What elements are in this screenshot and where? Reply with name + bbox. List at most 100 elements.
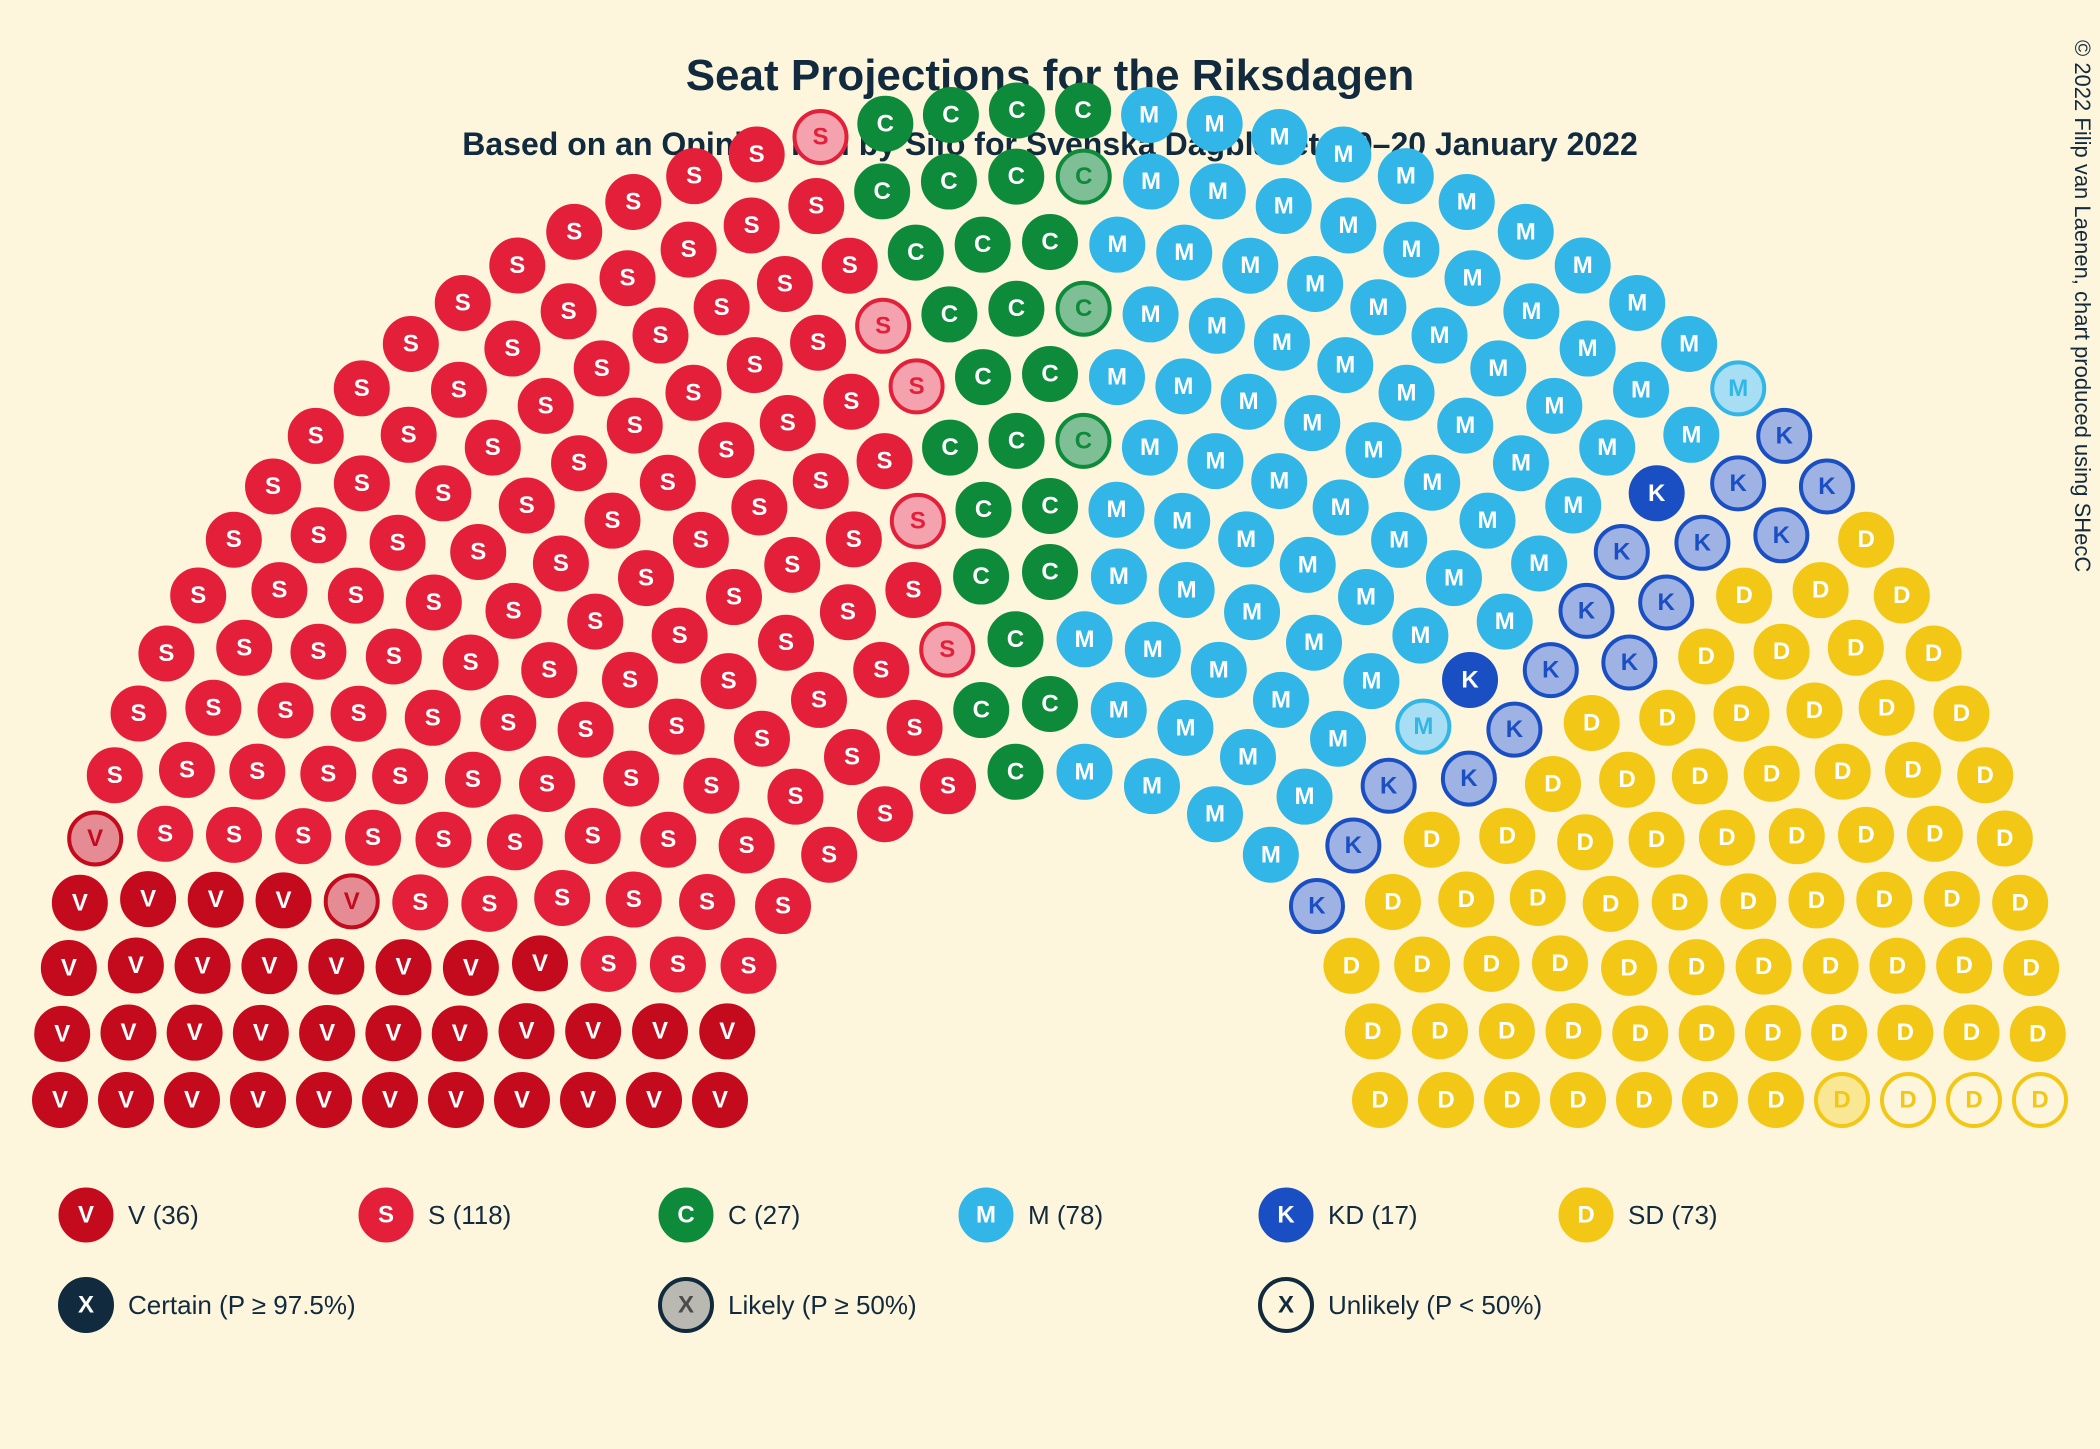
seat-letter: M (1207, 312, 1227, 339)
seat-S: S (347, 812, 399, 864)
seat-letter: V (61, 955, 77, 982)
seat-letter: D (1569, 1087, 1586, 1114)
seat-S: S (795, 455, 847, 507)
seat-S: S (675, 514, 727, 566)
seat-M: M (1123, 89, 1175, 141)
seat-letter: D (1364, 1018, 1381, 1045)
seat-letter: M (1143, 636, 1163, 663)
seat-SD: D (1481, 810, 1533, 862)
seat-letter: M (1074, 758, 1094, 785)
seat-letter: S (821, 841, 837, 868)
seat-M: M (1125, 288, 1177, 340)
seat-letter: K (1578, 597, 1596, 624)
seat-letter: V (319, 1020, 335, 1047)
seat-letter: S (351, 700, 367, 727)
seat-S: S (696, 281, 748, 333)
seat-SD: D (1948, 1074, 2000, 1126)
seat-letter: D (1740, 888, 1757, 915)
seat-letter: M (1410, 622, 1430, 649)
seat-letter: S (843, 388, 859, 415)
seat-V: V (102, 1007, 154, 1059)
seat-SD: D (1926, 873, 1978, 925)
legend-party-label: M (78) (1028, 1200, 1103, 1230)
seat-SD: D (1938, 939, 1990, 991)
seat-letter: C (1008, 427, 1025, 454)
seat-M: M (1091, 219, 1143, 271)
seat-C: C (991, 415, 1043, 467)
seat-S: S (385, 318, 437, 370)
seat-letter: D (1529, 884, 1546, 911)
seat-S: S (374, 750, 426, 802)
seat-SD: D (1420, 1074, 1472, 1126)
seat-S: S (277, 810, 329, 862)
seat-letter: M (1109, 563, 1129, 590)
seat-letter: C (1075, 163, 1092, 190)
seat-M: M (1319, 339, 1371, 391)
seat-M: M (1059, 613, 1111, 665)
seat-C: C (925, 89, 977, 141)
seat-M: M (1193, 644, 1245, 696)
seat-M: M (1352, 281, 1404, 333)
seat-letter: M (1236, 526, 1256, 553)
seat-letter: D (1925, 640, 1942, 667)
seat-letter: S (435, 826, 451, 853)
seat-SD: D (1701, 812, 1753, 864)
seat-letter: M (1270, 123, 1290, 150)
seat-M: M (1547, 479, 1599, 531)
seat-letter: M (1368, 294, 1388, 321)
seat-letter: C (975, 496, 992, 523)
seat-letter: K (1506, 716, 1524, 743)
seat-S: S (685, 760, 737, 812)
seat-letter: C (940, 168, 957, 195)
seat-S: S (253, 564, 305, 616)
seat-V: V (232, 1074, 284, 1126)
seat-KD: K (1488, 704, 1540, 756)
seat-V: V (628, 1074, 680, 1126)
seat-letter: D (1698, 643, 1715, 670)
seat-SD: D (1715, 688, 1767, 740)
seat-M: M (1513, 537, 1565, 589)
seat-S: S (887, 564, 939, 616)
seat-letter: M (1305, 270, 1325, 297)
seat-letter: S (718, 437, 734, 464)
seat-SD: D (1440, 874, 1492, 926)
seat-letter: S (412, 889, 428, 916)
seat-S: S (368, 630, 420, 682)
seat-letter: D (1483, 950, 1500, 977)
seat-S: S (293, 509, 345, 561)
seat-M: M (1562, 323, 1614, 375)
seat-letter: K (1729, 470, 1747, 497)
seat-letter: S (226, 821, 242, 848)
seat-letter: S (295, 823, 311, 850)
seat-V: V (378, 941, 430, 993)
seat-M: M (1258, 180, 1310, 232)
seat-letter: S (811, 686, 827, 713)
seat-letter: D (1755, 953, 1772, 980)
seat-letter: M (1462, 265, 1482, 292)
seat-letter: S (308, 422, 324, 449)
seat-letter: D (1904, 756, 1921, 783)
seat-S: S (889, 702, 941, 754)
seat-letter: S (813, 468, 829, 495)
chart-title: Seat Projections for the Riksdagen (686, 51, 1415, 100)
seat-letter: M (1396, 163, 1416, 190)
seat-letter: V (54, 1020, 70, 1047)
seat-V: V (190, 874, 242, 926)
seat-S: S (769, 771, 821, 823)
seat-M: M (1712, 362, 1764, 414)
seat-M: M (1093, 551, 1145, 603)
seat-letter: C (1075, 295, 1092, 322)
seat-M: M (1157, 360, 1209, 412)
seat-SD: D (1887, 744, 1939, 796)
seat-letter: S (703, 772, 719, 799)
seat-letter: S (392, 763, 408, 790)
seat-SD: D (2005, 942, 2057, 994)
seat-M: M (1192, 165, 1244, 217)
seat-SD: D (1559, 816, 1611, 868)
seat-letter: M (1240, 252, 1260, 279)
seat-V: V (235, 1007, 287, 1059)
seat-M: M (1348, 424, 1400, 476)
seat-V: V (445, 942, 497, 994)
seat-S: S (605, 753, 657, 805)
seat-letter: V (187, 1019, 203, 1046)
